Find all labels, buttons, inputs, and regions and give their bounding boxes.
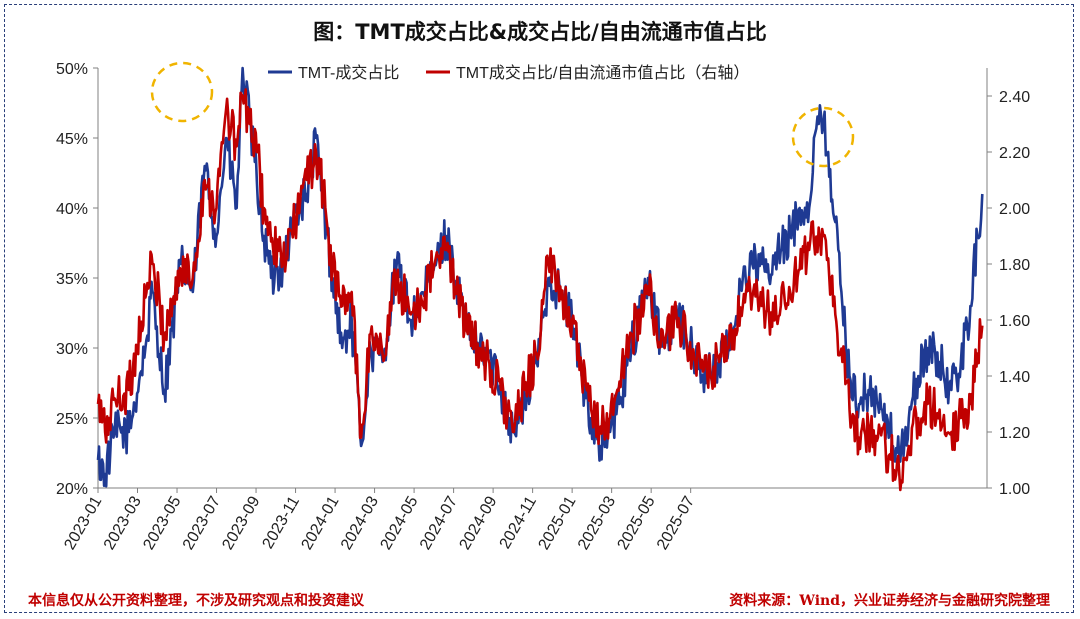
x-tick-label: 2024-05 [377, 493, 421, 552]
footer-disclaimer: 本信息仅从公开资料整理，不涉及研究观点和投资建议 [28, 593, 364, 609]
x-tick-label: 2025-05 [615, 493, 659, 552]
peak-circle-2023 [150, 61, 214, 123]
y-right-tick-label: 2.00 [999, 201, 1030, 218]
y-right-tick-label: 1.20 [999, 425, 1030, 442]
x-tick-label: 2025-07 [654, 493, 698, 552]
x-tick-label: 2023-05 [140, 493, 184, 552]
y-left-tick-label: 30% [56, 341, 88, 358]
y-left-tick-label: 20% [56, 481, 88, 498]
x-tick-label: 2023-09 [219, 493, 263, 552]
series-lines [96, 66, 984, 492]
footer-source: 资料来源：Wind，兴业证券经济与金融研究院整理 [729, 593, 1050, 609]
y-right-tick-label: 2.40 [999, 89, 1030, 106]
x-tick-label: 2023-03 [101, 493, 145, 552]
x-tick-label: 2024-11 [497, 493, 541, 551]
x-tick-label: 2025-01 [536, 493, 580, 552]
x-tick-label: 2025-03 [575, 493, 619, 552]
x-tick-label: 2023-01 [61, 493, 105, 552]
y-right-tick-label: 1.60 [999, 313, 1030, 330]
y-left-tick-label: 40% [56, 201, 88, 218]
chart-title: 图：TMT成交占比&成交占比/自由流通市值占比 [313, 20, 767, 44]
y-right-tick-label: 2.20 [999, 145, 1030, 162]
y-left-tick-label: 50% [56, 61, 88, 78]
legend: TMT-成交占比 TMT成交占比/自由流通市值占比（右轴） [268, 64, 749, 82]
x-tick-label: 2024-09 [456, 493, 500, 552]
x-tick-label: 2023-11 [260, 493, 304, 551]
y-right-tick-label: 1.00 [999, 481, 1030, 498]
x-tick-label: 2023-07 [180, 493, 224, 552]
legend-label: TMT-成交占比 [298, 64, 399, 82]
y-right-tick-label: 1.80 [999, 257, 1030, 274]
legend-label: TMT成交占比/自由流通市值占比（右轴） [456, 64, 749, 82]
x-tick-label: 2024-07 [417, 493, 461, 552]
axes: 20% 25% 30% 35% 40% 45% 50% 1.00 1.20 1.40 1.60 1.8… [56, 61, 1030, 553]
series-line-tmt-ratio [96, 88, 984, 492]
chart-frame [4, 4, 1074, 613]
y-right-tick-label: 1.40 [999, 369, 1030, 386]
peak-circle-2025 [791, 106, 855, 168]
y-left-tick-label: 45% [56, 131, 88, 148]
y-left-tick-label: 25% [56, 411, 88, 428]
y-left-tick-label: 35% [56, 271, 88, 288]
annotations [150, 61, 855, 168]
x-tick-label: 2024-01 [298, 493, 342, 552]
x-tick-label: 2024-03 [338, 493, 382, 552]
